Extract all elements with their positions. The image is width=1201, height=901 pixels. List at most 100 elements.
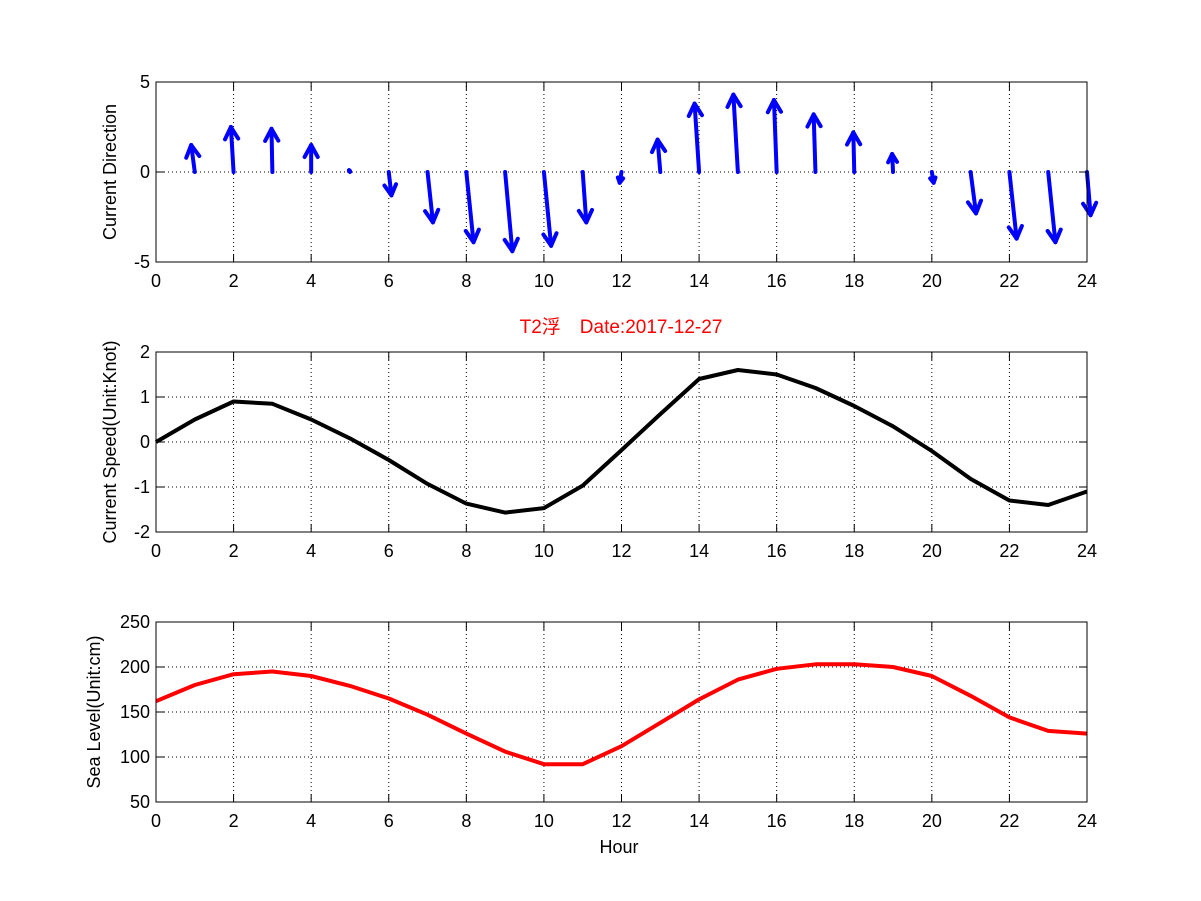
direction-arrow xyxy=(725,92,743,174)
direction-arrow-head xyxy=(223,125,241,142)
speed-x-tick-label: 18 xyxy=(844,541,864,561)
speed-x-tick-label: 2 xyxy=(229,541,239,561)
direction-arrow-head xyxy=(347,168,352,174)
sea-level-x-tick-label: 10 xyxy=(534,811,554,831)
direction-arrow xyxy=(615,170,626,185)
direction-arrow-head xyxy=(686,101,704,119)
sea-level-x-tick-label: 24 xyxy=(1077,811,1097,831)
direction-x-tick-label: 16 xyxy=(767,271,787,291)
direction-arrow-head xyxy=(1081,200,1099,218)
direction-arrow xyxy=(1081,170,1099,218)
sea-level-plot-area xyxy=(156,622,1087,802)
speed-x-tick-label: 16 xyxy=(767,541,787,561)
current-direction-panel: 0 2 4 6 8 10 12 14 16 18 20 22 24-505 xyxy=(134,72,1099,291)
direction-arrow xyxy=(1045,170,1063,245)
direction-arrow xyxy=(765,98,784,174)
direction-arrow xyxy=(347,168,352,174)
direction-arrow-shaft xyxy=(811,112,818,174)
direction-arrow-head xyxy=(382,182,399,198)
sea-level-x-tick-label: 20 xyxy=(922,811,942,831)
direction-arrow xyxy=(223,125,241,174)
direction-arrow xyxy=(541,170,559,248)
direction-arrow-shaft xyxy=(1085,170,1093,218)
direction-arrows xyxy=(184,92,1099,254)
direction-arrow xyxy=(576,170,595,225)
speed-x-tick-label: 22 xyxy=(999,541,1019,561)
direction-arrow-head xyxy=(805,112,823,129)
direction-x-tick-label: 12 xyxy=(611,271,631,291)
chart-title: T2浮 Date:2017-12-27 xyxy=(520,316,723,338)
speed-y-tick-label: -2 xyxy=(134,522,150,542)
y-axis-label-speed: Current Speed(Unit:Knot) xyxy=(100,340,120,543)
direction-x-tick-label: 6 xyxy=(384,271,394,291)
sea-level-series-line xyxy=(155,662,1088,767)
direction-arrow-head xyxy=(928,175,938,185)
direction-arrow-shaft xyxy=(1046,170,1058,245)
speed-y-tick-label: 2 xyxy=(140,342,150,362)
sea-level-x-tick-label: 8 xyxy=(461,811,471,831)
direction-arrow xyxy=(184,143,202,174)
direction-arrow-shaft xyxy=(731,92,740,174)
direction-arrow xyxy=(965,170,984,216)
speed-x-tick-label: 8 xyxy=(461,541,471,561)
direction-arrow-head xyxy=(263,126,281,143)
speed-x-tick-label: 0 xyxy=(151,541,161,561)
direction-arrow-shaft xyxy=(655,137,663,174)
direction-arrow-head xyxy=(576,207,595,225)
direction-y-tick-label: 5 xyxy=(140,72,150,92)
direction-x-tick-label: 24 xyxy=(1077,271,1097,291)
direction-arrow-shaft xyxy=(692,101,702,174)
sea-level-y-tick-label: 150 xyxy=(120,702,150,722)
direction-x-tick-label: 18 xyxy=(844,271,864,291)
direction-arrow-head xyxy=(1045,227,1063,245)
direction-arrow-head xyxy=(886,152,900,165)
speed-x-tick-label: 4 xyxy=(306,541,316,561)
direction-arrow-head xyxy=(965,198,984,216)
speed-series-line xyxy=(154,368,1088,515)
direction-arrow xyxy=(928,170,938,185)
sea-level-x-tick-label: 16 xyxy=(767,811,787,831)
sea-level-x-tick-label: 14 xyxy=(689,811,709,831)
speed-y-tick-label: 0 xyxy=(140,432,150,452)
direction-y-tick-label: 0 xyxy=(140,162,150,182)
sea-level-x-tick-label: 6 xyxy=(384,811,394,831)
direction-x-tick-label: 20 xyxy=(922,271,942,291)
y-axis-label-direction: Current Direction xyxy=(100,104,120,240)
direction-arrow-head xyxy=(765,98,784,115)
direction-arrow-shaft xyxy=(580,170,589,225)
x-axis-label-hour: Hour xyxy=(599,837,638,857)
speed-x-tick-label: 10 xyxy=(534,541,554,561)
direction-arrow-head xyxy=(302,143,320,159)
direction-arrow-shaft xyxy=(189,143,197,174)
direction-arrow xyxy=(302,143,320,174)
direction-arrow-shaft xyxy=(269,126,275,174)
direction-arrow xyxy=(845,130,863,174)
direction-arrow xyxy=(463,170,481,245)
direction-arrow-head xyxy=(725,92,743,109)
direction-arrow xyxy=(502,170,520,254)
direction-ticks: 0 2 4 6 8 10 12 14 16 18 20 22 24-505 xyxy=(134,72,1097,291)
sea-level-x-tick-label: 4 xyxy=(306,811,316,831)
sea-level-y-tick-label: 50 xyxy=(130,792,150,812)
sea-level-y-tick-label: 250 xyxy=(120,612,150,632)
direction-arrow xyxy=(1006,170,1024,241)
direction-arrow-shaft xyxy=(541,170,554,248)
sea-level-x-tick-label: 0 xyxy=(151,811,161,831)
direction-arrow-head xyxy=(615,175,626,185)
direction-arrow-head xyxy=(423,207,441,225)
direction-arrow-head xyxy=(463,227,481,245)
direction-arrow-head xyxy=(845,130,863,147)
y-axis-label-sea-level: Sea Level(Unit:cm) xyxy=(84,635,104,788)
sea-level-x-tick-label: 18 xyxy=(844,811,864,831)
direction-x-tick-label: 0 xyxy=(151,271,161,291)
direction-arrow xyxy=(686,101,704,174)
direction-arrow-shaft xyxy=(228,125,236,174)
direction-x-tick-label: 10 xyxy=(534,271,554,291)
direction-arrow-head xyxy=(1006,223,1024,241)
speed-x-tick-label: 20 xyxy=(922,541,942,561)
direction-x-tick-label: 22 xyxy=(999,271,1019,291)
